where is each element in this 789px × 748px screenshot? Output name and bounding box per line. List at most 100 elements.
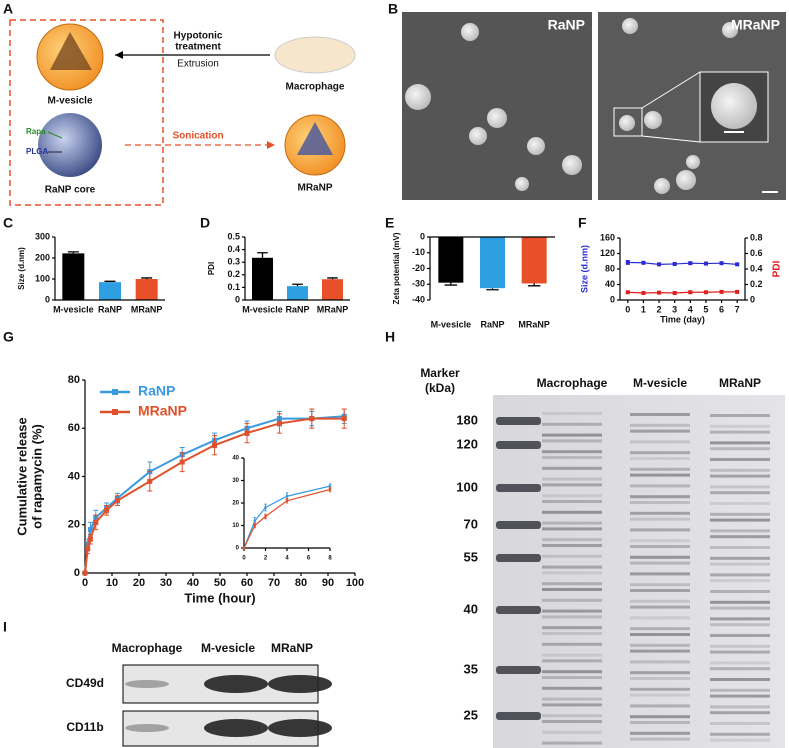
error-bar xyxy=(527,283,541,287)
lane-band xyxy=(542,510,602,514)
lane-band xyxy=(542,433,602,437)
marker-label: 40 xyxy=(464,601,478,616)
blot-row-label: CD49d xyxy=(66,676,104,690)
panel-label: F xyxy=(578,215,587,231)
data-point xyxy=(341,416,347,422)
lane-band xyxy=(710,512,770,516)
y-tick-label: 0.1 xyxy=(227,282,240,292)
bar xyxy=(287,286,308,300)
data-point xyxy=(641,260,646,265)
lane-band xyxy=(542,582,602,586)
x-tick-label: M-vesicle xyxy=(53,304,94,314)
lane-band xyxy=(630,413,690,416)
lane-band xyxy=(542,500,602,503)
marker-label: 55 xyxy=(464,549,478,564)
lane-band xyxy=(710,458,770,461)
x-tick-label: 6 xyxy=(719,304,724,314)
lane-band xyxy=(630,517,690,521)
vesicle-core xyxy=(50,32,92,70)
y-tick-label: 20 xyxy=(68,519,80,531)
legend-marker xyxy=(112,389,118,395)
lane-band xyxy=(710,491,770,495)
y-tick-label: -20 xyxy=(412,263,425,273)
lane-band xyxy=(630,605,690,609)
lane-band xyxy=(542,598,602,602)
lane-band xyxy=(630,721,690,724)
lane-band xyxy=(630,633,690,636)
x-tick-label: 6 xyxy=(307,556,311,562)
diagram-label: Hypotonic xyxy=(174,31,223,42)
y-axis-label: Zeta potential (mV) xyxy=(392,232,401,304)
lane-band xyxy=(630,616,690,620)
y-tick-label: 0.2 xyxy=(227,269,240,279)
lane-band xyxy=(710,678,770,681)
lane-band xyxy=(710,732,770,736)
x-tick-label: 80 xyxy=(295,577,307,589)
error-bar xyxy=(444,282,458,286)
lane-band xyxy=(542,527,602,531)
y-tick-label: -40 xyxy=(412,294,425,304)
series-line xyxy=(627,291,738,294)
tem-image xyxy=(402,12,592,200)
x-tick-label: 2 xyxy=(264,556,268,562)
lane-band xyxy=(542,703,602,707)
tem-particles xyxy=(405,18,738,194)
bar xyxy=(62,253,85,300)
lane-band xyxy=(710,705,770,709)
diagram-label: PLGA xyxy=(26,147,48,156)
lane-band xyxy=(630,528,690,532)
lane-band xyxy=(542,554,602,558)
bar xyxy=(135,279,158,300)
y-tick-label: 0 xyxy=(45,294,50,304)
lane-band xyxy=(630,572,690,576)
y-tick-label: 40 xyxy=(68,470,80,482)
data-point xyxy=(93,519,99,525)
lane-band xyxy=(710,667,770,671)
lane-label: M-vesicle xyxy=(633,376,687,390)
x-tick-label: RaNP xyxy=(480,319,504,329)
lane-band xyxy=(710,617,770,621)
lane-band xyxy=(542,456,602,459)
marker-label: 70 xyxy=(464,516,478,531)
lane-band xyxy=(542,670,602,674)
x-tick-label: 60 xyxy=(241,577,253,589)
lane-band xyxy=(630,429,690,433)
bar xyxy=(438,237,464,283)
lane-band xyxy=(630,501,690,504)
lane-band xyxy=(542,422,602,426)
y-axis-label: PDI xyxy=(207,262,216,275)
blot-lane-label: MRaNP xyxy=(271,641,313,655)
x-tick-label: 0 xyxy=(82,577,88,589)
x-tick-label: 0 xyxy=(625,304,630,314)
lane-band xyxy=(630,423,690,427)
pointer xyxy=(47,131,63,139)
y-tick-label: 40 xyxy=(232,456,239,462)
lane-band xyxy=(630,731,690,735)
data-point xyxy=(625,290,630,295)
marker-label: 25 xyxy=(464,707,478,722)
lane-band xyxy=(542,697,602,701)
lane-band xyxy=(542,494,602,498)
x-tick-label: 2 xyxy=(657,304,662,314)
error-bar xyxy=(486,288,499,291)
panel-label: A xyxy=(3,1,13,17)
data-point xyxy=(253,524,256,527)
lane-band xyxy=(542,565,602,569)
lane-band xyxy=(710,441,770,445)
lane-band xyxy=(630,737,690,741)
data-point xyxy=(87,527,93,533)
data-point xyxy=(276,420,282,426)
lane-band xyxy=(710,650,770,654)
y-tick-label: 0 xyxy=(236,546,240,552)
data-point xyxy=(285,499,289,502)
x-tick-label: 40 xyxy=(187,577,199,589)
diagram-label: M-vesicle xyxy=(47,96,92,107)
y-tick-label: 10 xyxy=(232,523,239,529)
data-point xyxy=(672,261,677,266)
data-point xyxy=(735,262,740,267)
lane-label: Macrophage xyxy=(537,376,608,390)
x-tick-label: M-vesicle xyxy=(242,304,283,314)
marker-label: 120 xyxy=(456,436,478,451)
lane-band xyxy=(542,412,602,415)
x-tick-label: 3 xyxy=(672,304,677,314)
